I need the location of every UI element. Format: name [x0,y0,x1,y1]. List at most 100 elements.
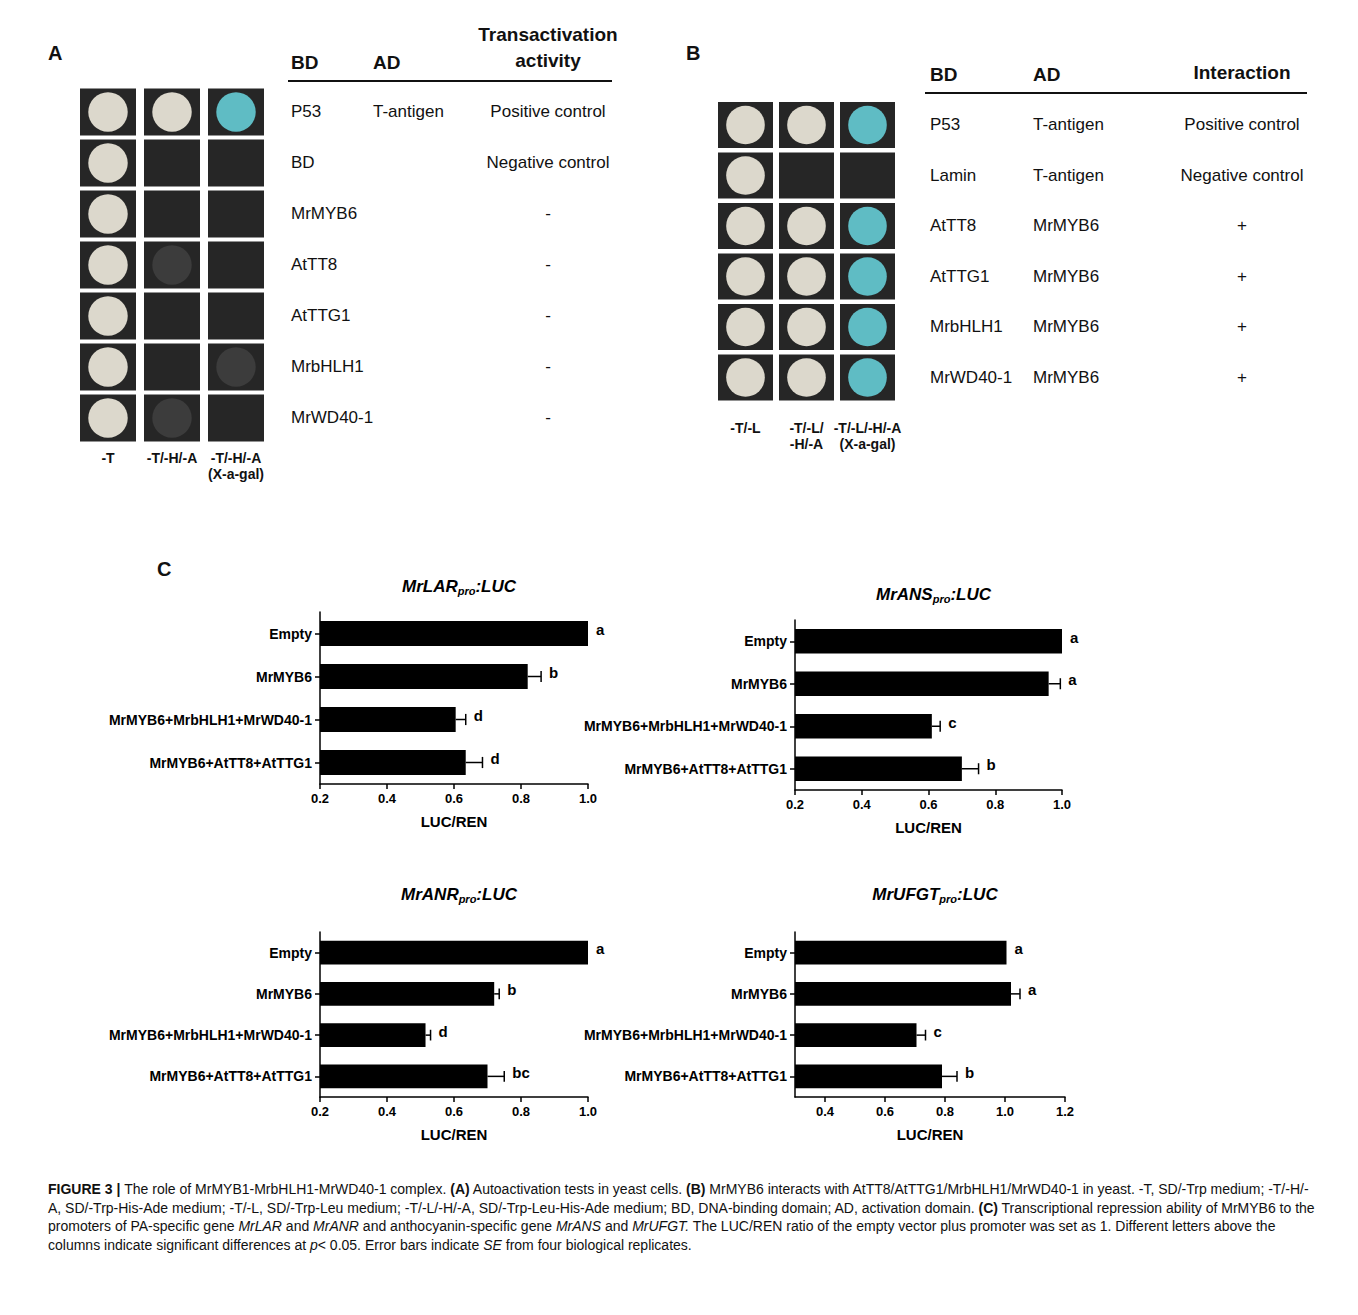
svg-text:0.8: 0.8 [512,791,530,806]
html-text:T-antigen: T-antigen [373,102,444,121]
html-text:Lamin: Lamin [930,165,977,185]
svg-text:Empty: Empty [269,626,312,642]
svg-text:0.4: 0.4 [378,1104,397,1119]
html-text:Positive control: Positive control [490,102,606,121]
svg-text:MrMYB6: MrMYB6 [731,986,787,1002]
html-text:Negative control: Negative control [1180,165,1304,185]
html-text:MrWD40-1: MrWD40-1 [291,408,374,427]
svg-text:pro: pro [938,893,957,905]
svg-text:0.4: 0.4 [816,1104,835,1119]
svg-text:MrUFGT: MrUFGT [872,885,941,904]
svg-text:1.0: 1.0 [1053,797,1071,812]
html-text:MrWD40-1: MrWD40-1 [930,367,1013,387]
svg-text:c: c [948,714,956,731]
svg-text:1.2: 1.2 [1056,1104,1074,1119]
svg-text:b: b [965,1064,974,1081]
html-text:MrbHLH1: MrbHLH1 [291,357,364,376]
html-text:AD: AD [373,52,401,73]
svg-text:Empty: Empty [269,945,312,961]
html-text:AD: AD [1033,64,1061,85]
svg-text:d: d [490,750,499,767]
svg-text:0.2: 0.2 [311,1104,329,1119]
svg-text:MrMYB6+AtTT8+AtTTG1: MrMYB6+AtTT8+AtTTG1 [624,1068,787,1084]
html-text:AtTT8: AtTT8 [930,216,977,235]
svg-text:0.2: 0.2 [311,791,329,806]
svg-text:MrANR: MrANR [401,885,459,904]
html-text:Negative control: Negative control [486,153,610,172]
svg-text:MrMYB6: MrMYB6 [256,986,312,1002]
svg-text::LUC: :LUC [475,577,516,596]
svg-text:1.0: 1.0 [579,791,597,806]
html-text:Interaction: Interaction [1193,62,1291,83]
svg-text:MrMYB6+MrbHLH1+MrWD40-1: MrMYB6+MrbHLH1+MrWD40-1 [584,1027,787,1043]
svg-text:LUC/REN: LUC/REN [421,813,488,830]
html-text:BD: BD [930,64,958,85]
svg-text:0.6: 0.6 [445,1104,463,1119]
svg-text:b: b [549,664,558,681]
svg-text:Empty: Empty [744,633,787,649]
svg-text::LUC: :LUC [950,585,991,604]
html-text:BD: BD [291,153,315,172]
svg-text:a: a [1070,629,1079,646]
html-text:P53: P53 [930,115,961,134]
svg-text:MrMYB6+MrbHLH1+MrWD40-1: MrMYB6+MrbHLH1+MrWD40-1 [109,1027,312,1043]
svg-text:0.2: 0.2 [786,797,804,812]
svg-text:1.0: 1.0 [579,1104,597,1119]
svg-text:c: c [934,1023,942,1040]
html-text:T-antigen: T-antigen [1033,115,1104,134]
svg-text:0.8: 0.8 [986,797,1004,812]
html-text:-T/-H/-A: -T/-H/-A [146,450,198,466]
svg-text:b: b [507,981,516,998]
svg-text:bc: bc [512,1064,530,1081]
svg-text:a: a [596,621,605,638]
html-text:MrbHLH1: MrbHLH1 [930,317,1003,336]
svg-text:a: a [1068,671,1077,688]
svg-text:0.8: 0.8 [512,1104,530,1119]
svg-text:MrMYB6+MrbHLH1+MrWD40-1: MrMYB6+MrbHLH1+MrWD40-1 [584,718,787,734]
svg-text:LUC/REN: LUC/REN [897,1126,964,1143]
svg-text::LUC: :LUC [476,885,517,904]
svg-text:pro: pro [457,585,476,597]
svg-text:0.6: 0.6 [445,791,463,806]
svg-text:1.0: 1.0 [996,1104,1014,1119]
svg-text:0.8: 0.8 [936,1104,954,1119]
svg-text:a: a [596,940,605,957]
svg-text:a: a [1015,940,1024,957]
svg-text:0.6: 0.6 [876,1104,894,1119]
html-text:AtTTG1: AtTTG1 [291,306,351,325]
svg-text:0.4: 0.4 [378,791,397,806]
svg-text:MrMYB6: MrMYB6 [731,676,787,692]
svg-text:MrANS: MrANS [876,585,933,604]
svg-text:0.4: 0.4 [853,797,872,812]
svg-text:MrMYB6+AtTT8+AtTTG1: MrMYB6+AtTT8+AtTTG1 [149,755,312,771]
html-text:FIGURE 3 | The role of MrMYB1-: FIGURE 3 | The role of MrMYB1-MrbHLH1-Mr… [48,1181,1315,1253]
svg-text:MrMYB6+AtTT8+AtTTG1: MrMYB6+AtTT8+AtTTG1 [624,761,787,777]
html-text:BD: BD [291,52,319,73]
svg-text:MrMYB6: MrMYB6 [256,669,312,685]
svg-text:LUC/REN: LUC/REN [895,819,962,836]
svg-text:d: d [439,1023,448,1040]
svg-text:MrLAR: MrLAR [402,577,458,596]
svg-text:MrMYB6+AtTT8+AtTTG1: MrMYB6+AtTT8+AtTTG1 [149,1068,312,1084]
html-text:AtTT8: AtTT8 [291,255,338,274]
svg-text:LUC/REN: LUC/REN [421,1126,488,1143]
svg-text:a: a [1028,981,1037,998]
html-text:T-antigen: T-antigen [1033,165,1104,185]
svg-text::LUC: :LUC [957,885,998,904]
svg-text:pro: pro [458,893,477,905]
svg-text:MrMYB6+MrbHLH1+MrWD40-1: MrMYB6+MrbHLH1+MrWD40-1 [109,712,312,728]
html-text:MrMYB6: MrMYB6 [291,204,358,223]
svg-text:b: b [987,756,996,773]
html-text:MrMYB6: MrMYB6 [1033,216,1100,235]
html-text:MrMYB6: MrMYB6 [1033,317,1100,336]
svg-text:pro: pro [932,593,951,605]
svg-text:0.6: 0.6 [919,797,937,812]
html-text:AtTTG1: AtTTG1 [930,266,990,286]
svg-text:d: d [474,707,483,724]
html-text:Transactivation activity: Transactivation activity [478,24,618,71]
html-text:MrMYB6: MrMYB6 [1033,266,1100,286]
html-text:P53: P53 [291,102,322,121]
svg-text:Empty: Empty [744,945,787,961]
html-text:Positive control: Positive control [1184,115,1300,134]
html-text:MrMYB6: MrMYB6 [1033,367,1100,387]
